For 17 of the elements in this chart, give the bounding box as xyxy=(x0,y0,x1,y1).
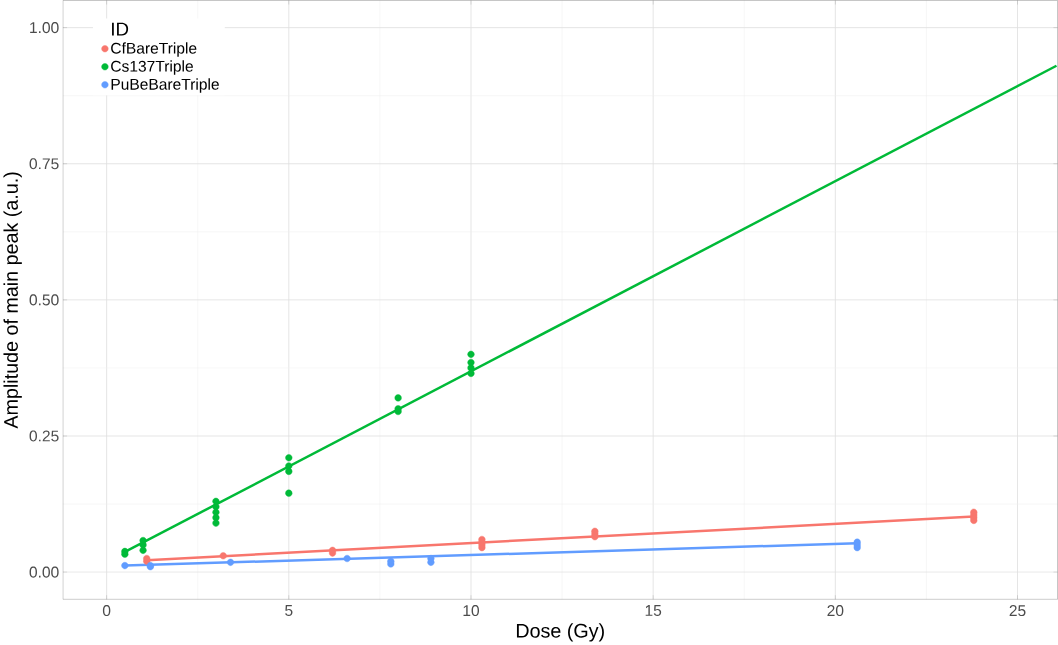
y-axis-title: Amplitude of main peak (a.u.) xyxy=(3,172,22,429)
legend-label: PuBeBareTriple xyxy=(111,78,219,93)
x-tick-label: 15 xyxy=(645,605,662,616)
x-tick-label: 10 xyxy=(463,605,480,617)
y-tick-label: 0.00 xyxy=(29,566,59,578)
x-tick-label: 25 xyxy=(1009,605,1026,617)
y-tick-label: 0.75 xyxy=(29,158,59,170)
x-tick-label: 20 xyxy=(827,605,844,617)
legend-label: CfBareTriple xyxy=(111,42,197,57)
y-tick-label: 0.25 xyxy=(29,430,59,442)
y-tick-label: 1.00 xyxy=(30,22,59,34)
x-tick-label: 0 xyxy=(102,605,111,617)
x-axis-title: Dose (Gy) xyxy=(516,623,604,642)
x-tick-label: 5 xyxy=(285,605,293,616)
legend-label: Cs137Triple xyxy=(111,60,193,75)
legend-title: ID xyxy=(112,22,129,36)
y-tick-label: 0.50 xyxy=(29,294,59,306)
